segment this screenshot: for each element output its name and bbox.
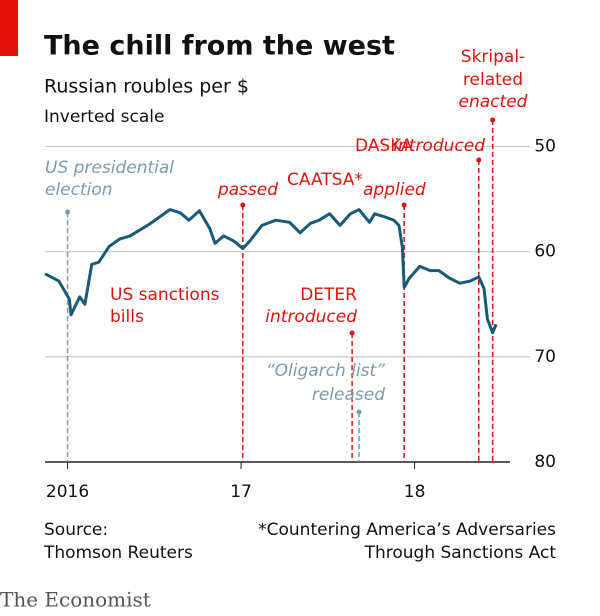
event-dot [356,409,362,415]
annotation: bills [110,307,144,327]
annotation: election [45,180,113,200]
x-tick-label: 2016 [46,482,89,502]
annotation: released [312,385,385,405]
y-tick-label: 50 [534,137,556,157]
annotation: introduced [393,136,485,156]
annotation: introduced [265,307,357,327]
brand-mark [0,0,18,56]
annotation: enacted [459,92,528,112]
y-tick-label: 60 [534,242,556,262]
event-dot [65,209,71,215]
chart-note: Inverted scale [44,107,164,127]
footnote: Through Sanctions Act [364,543,557,563]
event-dot [240,202,246,208]
chart-subtitle: Russian roubles per $ [44,76,249,98]
x-tick-label: 17 [230,482,252,502]
event-dot [490,117,496,123]
series-line [44,208,498,335]
source: Thomson Reuters [43,543,193,563]
annotation: US sanctions [110,285,220,305]
annotation: DASKA [355,136,413,156]
y-tick-label: 80 [534,452,556,472]
brand: The Economist [0,588,151,612]
annotation: CAATSA* [287,170,363,190]
x-tick-label: 18 [404,482,426,502]
source: Source: [44,520,108,540]
annotation: applied [363,180,426,200]
annotation: US presidential [45,158,174,178]
annotation: DETER [300,285,357,305]
event-dot [476,157,482,163]
annotation: Skripal- [461,47,525,67]
event-dot [401,202,407,208]
annotation: passed [217,180,278,200]
annotation: related [463,70,523,90]
annotation: “Oligarch list” [266,361,385,381]
chart-title: The chill from the west [44,31,395,62]
y-tick-label: 70 [534,347,556,367]
event-dot [349,330,355,336]
footnote: *Countering America’s Adversaries [258,520,556,540]
